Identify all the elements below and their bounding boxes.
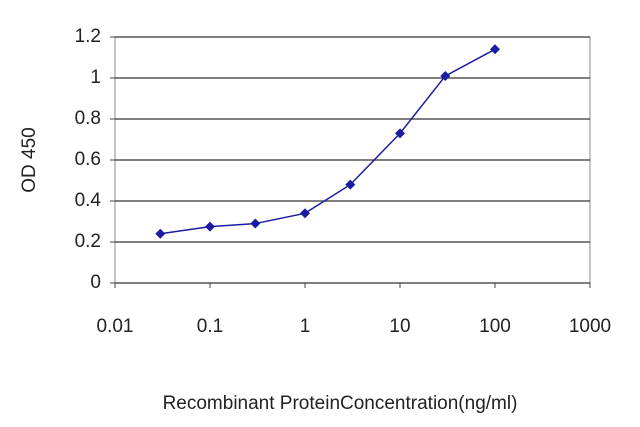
y-tick-label: 0.6 (75, 149, 101, 170)
data-point (205, 221, 215, 232)
x-axis-label: Recombinant ProteinConcentration(ng/ml) (163, 393, 518, 414)
x-tick-label: 1 (300, 316, 311, 337)
data-line (160, 48, 496, 235)
x-tick-label: 0.01 (97, 316, 134, 337)
x-tick-label: 1000 (569, 316, 611, 337)
x-tick-label: 0.1 (197, 316, 223, 337)
data-point (300, 208, 310, 219)
y-tick-label: 0.8 (75, 108, 101, 129)
data-point (440, 70, 451, 81)
y-tick-label: 0.4 (75, 190, 102, 211)
y-tick-label: 1.2 (75, 26, 101, 47)
data-point (155, 228, 166, 239)
data-point (250, 218, 261, 229)
data-point (345, 179, 356, 190)
x-tick-label: 10 (389, 316, 410, 337)
data-point (395, 128, 405, 139)
x-tick-label: 100 (479, 316, 511, 337)
y-tick-label: 1 (90, 67, 101, 88)
y-axis-label: OD 450 (19, 127, 40, 192)
data-point (490, 44, 500, 55)
y-tick-label: 0 (90, 272, 101, 293)
y-tick-label: 0.2 (75, 231, 101, 252)
